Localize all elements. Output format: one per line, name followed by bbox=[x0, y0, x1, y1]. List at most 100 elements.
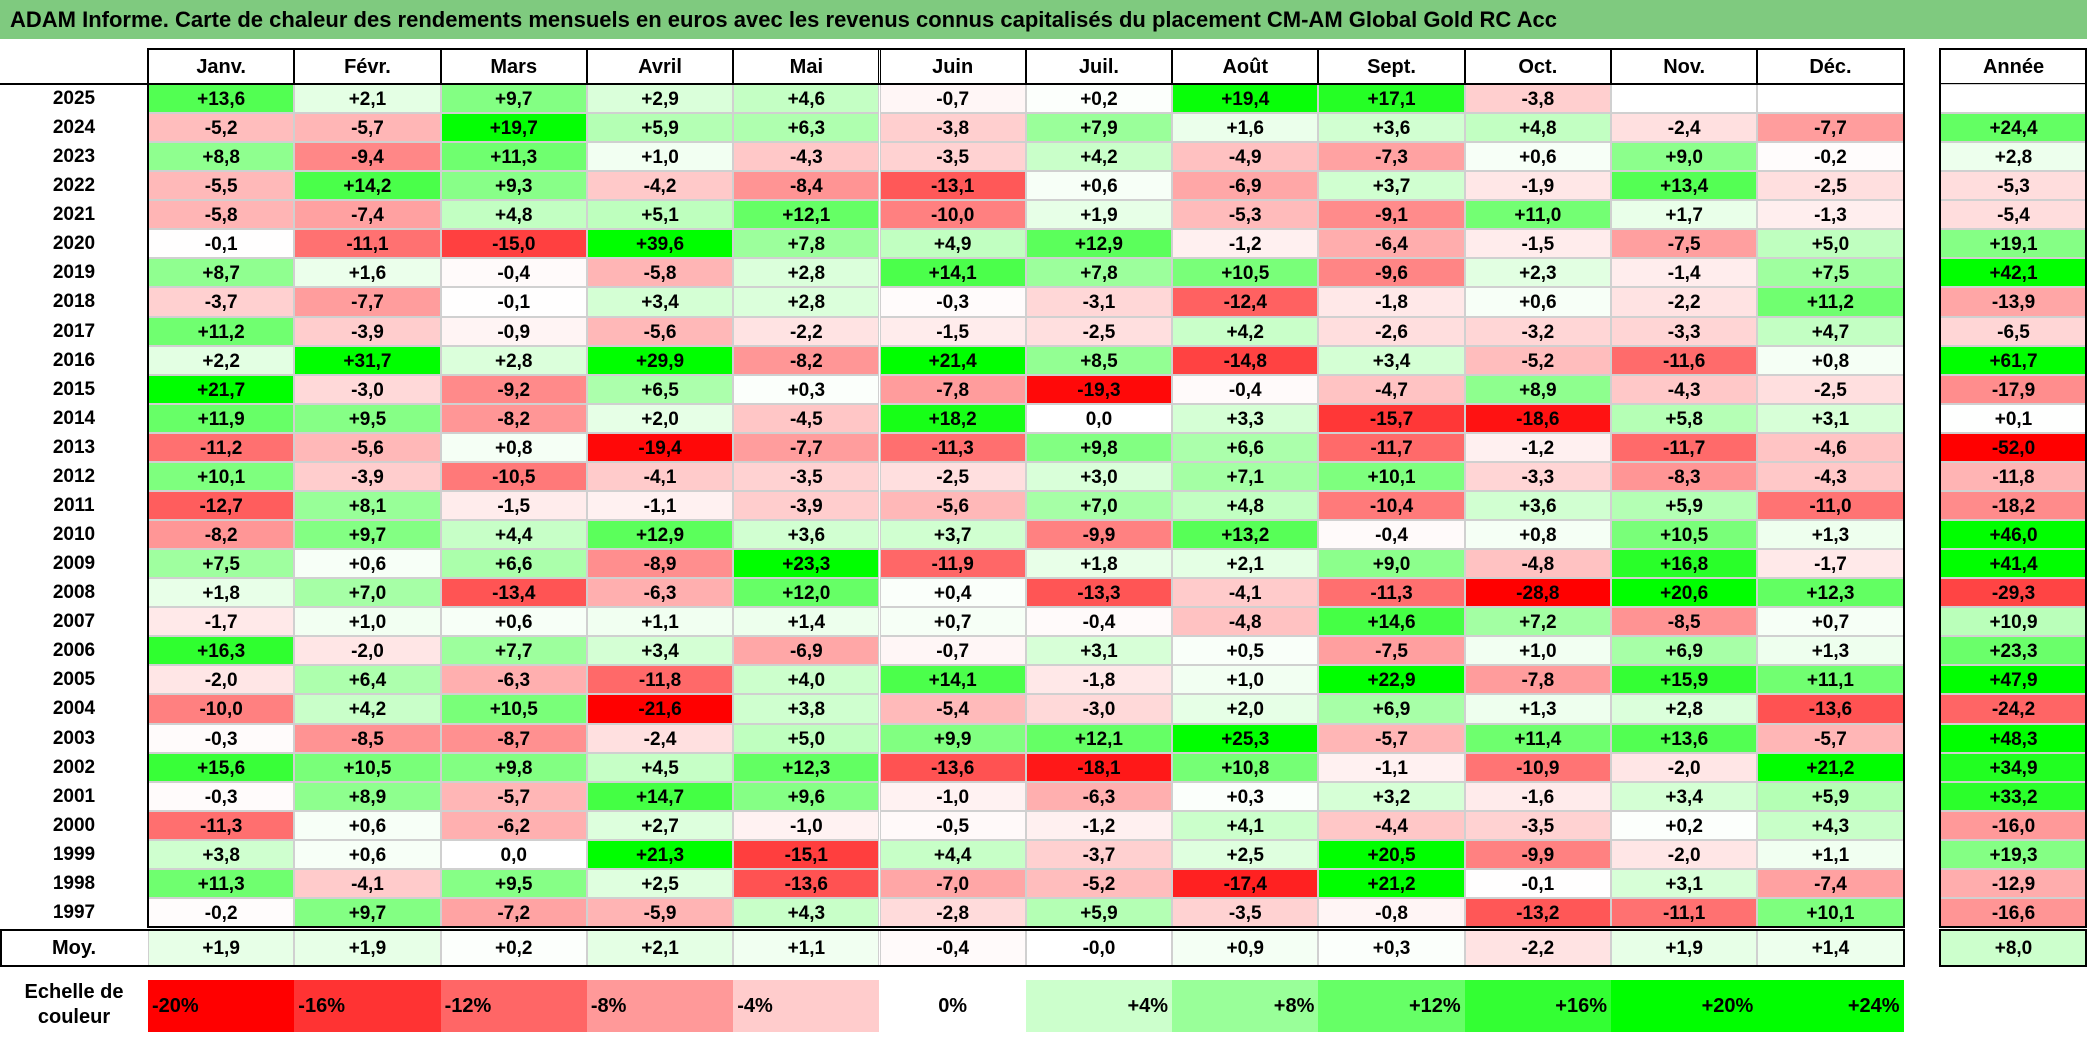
heatmap-cell: +0,6 bbox=[294, 810, 441, 840]
heatmap-cell: -11,3 bbox=[1318, 578, 1465, 608]
heatmap-cell: +0,2 bbox=[1025, 84, 1173, 114]
heatmap-cell: -6,2 bbox=[440, 810, 587, 840]
heatmap-cell: -0,8 bbox=[1318, 897, 1465, 928]
heatmap-cell: +12,0 bbox=[733, 578, 880, 608]
heatmap-cell: -13,6 bbox=[879, 752, 1026, 782]
heatmap-cell: -2,5 bbox=[879, 461, 1026, 491]
heatmap-cell: +4,6 bbox=[733, 84, 880, 114]
heatmap-cell: +4,4 bbox=[440, 520, 587, 550]
heatmap-cell: -6,9 bbox=[733, 636, 880, 666]
heatmap-cell: -3,0 bbox=[294, 374, 441, 404]
year-label: 2024 bbox=[52, 117, 96, 139]
scale-swatch: -4% bbox=[733, 980, 880, 1032]
heatmap-cell: -3,8 bbox=[879, 113, 1026, 143]
heatmap-cell: -2,8 bbox=[879, 897, 1026, 928]
heatmap-cell: +1,8 bbox=[148, 578, 295, 608]
average-cell: +0,3 bbox=[1318, 930, 1465, 966]
heatmap-cell: -3,9 bbox=[294, 461, 441, 491]
heatmap-cell: -4,1 bbox=[1172, 578, 1319, 608]
heatmap-cell: +4,2 bbox=[1172, 316, 1319, 346]
heatmap-cell: -10,4 bbox=[1318, 490, 1465, 521]
annual-cell: -18,2 bbox=[1940, 490, 2087, 521]
month-header: Févr. bbox=[294, 48, 441, 84]
heatmap-cell: -9,2 bbox=[440, 374, 587, 404]
heatmap-cell: +7,5 bbox=[1757, 258, 1904, 288]
heatmap-cell: -7,4 bbox=[294, 200, 441, 230]
average-cell: +1,9 bbox=[148, 930, 295, 966]
heatmap-cell: +1,9 bbox=[1025, 200, 1173, 230]
heatmap-cell: +12,9 bbox=[586, 520, 734, 550]
heatmap-cell: -13,3 bbox=[1025, 578, 1173, 608]
average-cell: +0,9 bbox=[1172, 930, 1319, 966]
heatmap-cell: +8,7 bbox=[148, 258, 295, 288]
heatmap-cell: +1,0 bbox=[586, 142, 734, 172]
heatmap-cell: -10,0 bbox=[148, 694, 295, 724]
heatmap-cell: -5,7 bbox=[440, 781, 587, 811]
average-cell: -0,4 bbox=[879, 930, 1026, 966]
year-label: 2018 bbox=[52, 291, 96, 313]
heatmap-cell: -8,9 bbox=[586, 549, 734, 579]
heatmap-cell: -1,5 bbox=[879, 316, 1026, 346]
heatmap-cell: +0,6 bbox=[1025, 171, 1173, 201]
year-label: 2001 bbox=[52, 785, 96, 807]
annual-cell: -16,0 bbox=[1940, 810, 2087, 840]
heatmap-cell: +12,1 bbox=[1025, 723, 1173, 753]
heatmap-cell: -6,9 bbox=[1172, 171, 1319, 201]
year-label: 2016 bbox=[52, 349, 96, 371]
heatmap-cell: -1,0 bbox=[733, 810, 880, 840]
heatmap-cell: +2,8 bbox=[733, 258, 880, 288]
heatmap-cell: -13,1 bbox=[879, 171, 1026, 201]
heatmap-cell: -1,2 bbox=[1464, 432, 1611, 462]
average-cell: +0,2 bbox=[440, 930, 587, 966]
heatmap-cell: -2,2 bbox=[733, 316, 880, 346]
heatmap-cell: -3,1 bbox=[1025, 287, 1173, 317]
heatmap-cell: -7,5 bbox=[1611, 229, 1758, 259]
heatmap-cell: +4,5 bbox=[586, 752, 734, 782]
year-label: 2017 bbox=[52, 320, 96, 342]
heatmap-cell: -5,6 bbox=[294, 432, 441, 462]
year-label: 2012 bbox=[52, 465, 96, 487]
heatmap-cell: +4,0 bbox=[733, 665, 880, 695]
annual-cell: -29,3 bbox=[1940, 578, 2087, 608]
heatmap-cell: +21,3 bbox=[586, 839, 734, 869]
annual-cell: +41,4 bbox=[1940, 549, 2087, 579]
year-label: 2023 bbox=[52, 146, 96, 168]
heatmap-cell: +9,7 bbox=[294, 520, 441, 550]
heatmap-cell bbox=[1611, 84, 1758, 114]
heatmap-cell: +3,7 bbox=[879, 520, 1026, 550]
heatmap-cell: +3,1 bbox=[1611, 868, 1758, 898]
heatmap-cell: +19,7 bbox=[440, 113, 587, 143]
heatmap-cell: -11,2 bbox=[148, 432, 295, 462]
year-label: 2003 bbox=[52, 727, 96, 749]
heatmap-cell: -9,9 bbox=[1025, 520, 1173, 550]
heatmap-cell: +10,5 bbox=[440, 694, 587, 724]
heatmap-cell: +4,8 bbox=[1464, 113, 1611, 143]
heatmap-cell: +3,1 bbox=[1025, 636, 1173, 666]
heatmap-cell: -0,4 bbox=[1025, 607, 1173, 637]
heatmap-cell: +5,1 bbox=[586, 200, 734, 230]
month-header: Mars bbox=[440, 48, 587, 84]
heatmap-cell: +7,5 bbox=[148, 549, 295, 579]
heatmap-cell: -5,7 bbox=[1757, 723, 1904, 753]
heatmap-cell: +5,9 bbox=[586, 113, 734, 143]
scale-swatch: -20% bbox=[148, 980, 295, 1032]
heatmap-cell: +2,0 bbox=[586, 403, 734, 433]
annual-cell: +33,2 bbox=[1940, 781, 2087, 811]
heatmap-cell: +4,1 bbox=[1172, 810, 1319, 840]
heatmap-cell: +5,8 bbox=[1611, 403, 1758, 433]
heatmap-cell: -13,2 bbox=[1464, 897, 1611, 928]
annual-cell: -17,9 bbox=[1940, 374, 2087, 404]
heatmap-cell: -9,6 bbox=[1318, 258, 1465, 288]
heatmap-cell: -4,6 bbox=[1757, 432, 1904, 462]
heatmap-cell: +3,6 bbox=[733, 520, 880, 550]
heatmap-cell: -11,8 bbox=[586, 665, 734, 695]
heatmap-cell: -4,4 bbox=[1318, 810, 1465, 840]
heatmap-cell: +3,4 bbox=[586, 636, 734, 666]
annual-cell: -52,0 bbox=[1940, 432, 2087, 462]
heatmap-cell: +0,3 bbox=[733, 374, 880, 404]
heatmap-cell: -4,3 bbox=[1611, 374, 1758, 404]
heatmap-cell: +3,8 bbox=[148, 839, 295, 869]
heatmap-cell: +1,3 bbox=[1757, 520, 1904, 550]
heatmap-cell: +1,0 bbox=[1172, 665, 1319, 695]
heatmap-cell: -0,9 bbox=[440, 316, 587, 346]
